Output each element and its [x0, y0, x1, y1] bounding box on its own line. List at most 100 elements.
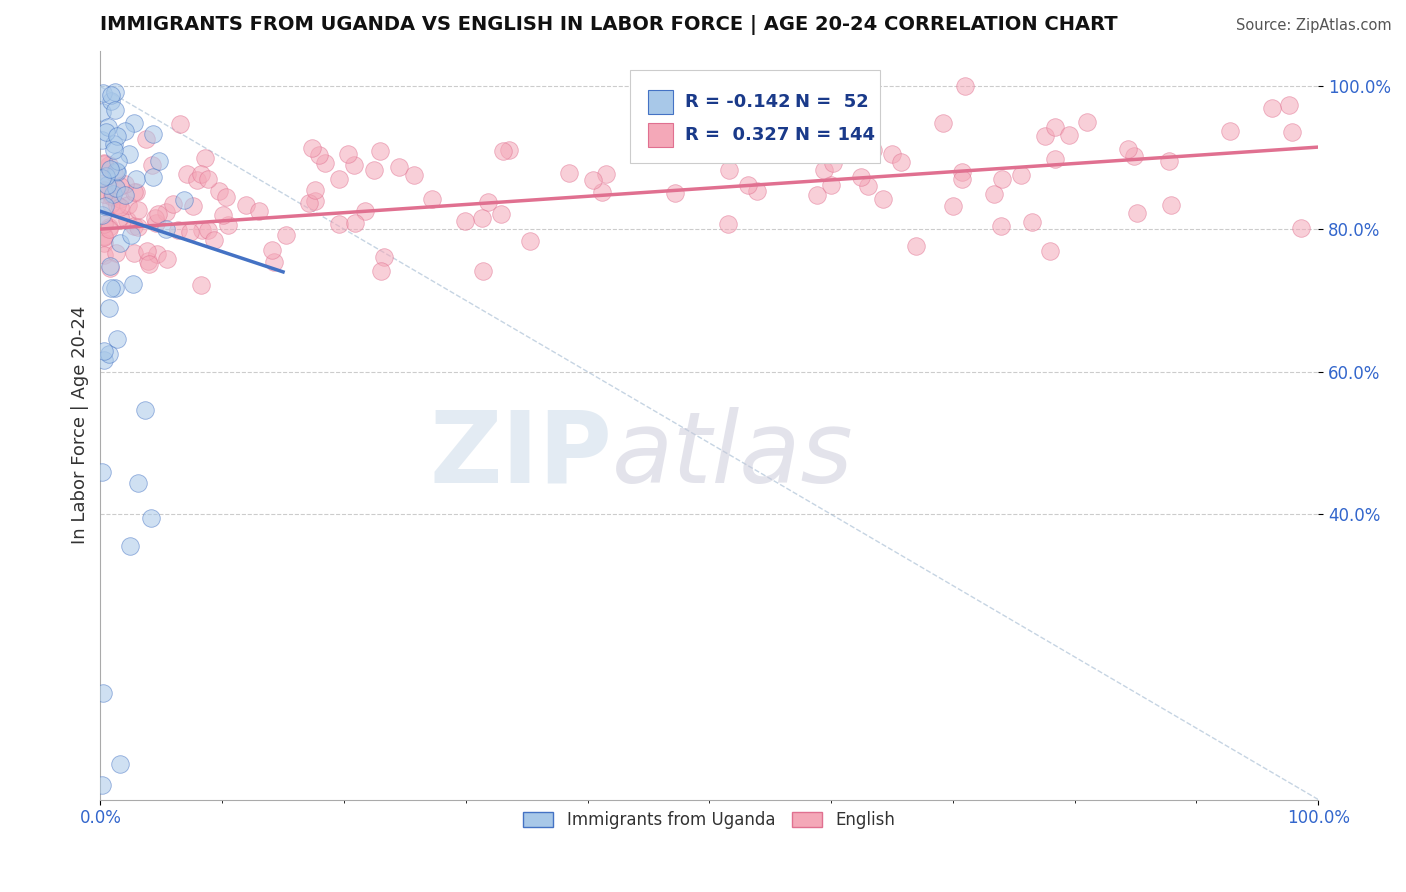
- FancyBboxPatch shape: [648, 90, 673, 113]
- Point: [858, 179, 880, 194]
- Point: [1033, 129, 1056, 144]
- Text: R = -0.142: R = -0.142: [685, 93, 790, 111]
- Point: [117, 198, 139, 212]
- Point: [114, 177, 136, 191]
- Point: [737, 178, 759, 192]
- Point: [190, 278, 212, 293]
- Point: [181, 199, 204, 213]
- Point: [717, 218, 740, 232]
- Point: [100, 189, 122, 203]
- Point: [135, 244, 157, 259]
- Point: [142, 127, 165, 141]
- Point: [105, 332, 128, 346]
- Point: [1122, 148, 1144, 162]
- Point: [1159, 153, 1181, 168]
- Point: [197, 223, 219, 237]
- Point: [558, 166, 581, 180]
- Point: [90, 778, 112, 792]
- Point: [595, 167, 617, 181]
- Point: [105, 198, 128, 212]
- Point: [114, 123, 136, 137]
- Point: [108, 756, 131, 771]
- Legend: Immigrants from Uganda, English: Immigrants from Uganda, English: [517, 805, 901, 836]
- Point: [745, 184, 768, 198]
- Point: [179, 225, 201, 239]
- Point: [839, 135, 862, 149]
- Point: [122, 277, 145, 291]
- Point: [155, 204, 177, 219]
- Point: [208, 184, 231, 198]
- Point: [93, 235, 115, 250]
- Point: [276, 227, 298, 242]
- Point: [105, 129, 128, 144]
- Point: [98, 259, 121, 273]
- Point: [93, 229, 115, 244]
- Point: [344, 216, 367, 230]
- Point: [953, 79, 976, 94]
- Point: [1043, 120, 1066, 134]
- Text: N =  52: N = 52: [794, 93, 869, 111]
- Point: [162, 196, 184, 211]
- Point: [93, 87, 115, 101]
- Point: [127, 203, 149, 218]
- Text: IMMIGRANTS FROM UGANDA VS ENGLISH IN LABOR FORCE | AGE 20-24 CORRELATION CHART: IMMIGRANTS FROM UGANDA VS ENGLISH IN LAB…: [100, 15, 1118, 35]
- Point: [197, 172, 219, 186]
- Point: [90, 171, 112, 186]
- Point: [328, 217, 350, 231]
- Point: [1039, 244, 1062, 259]
- Point: [124, 246, 146, 260]
- Point: [1118, 142, 1140, 156]
- Point: [186, 173, 208, 187]
- Point: [97, 219, 120, 234]
- Point: [1261, 101, 1284, 115]
- Point: [104, 181, 127, 195]
- Point: [472, 264, 495, 278]
- Point: [194, 151, 217, 165]
- Point: [471, 211, 494, 225]
- Text: R =  0.327: R = 0.327: [685, 126, 789, 144]
- Point: [104, 164, 127, 178]
- Point: [420, 192, 443, 206]
- Point: [120, 227, 142, 242]
- Point: [1219, 124, 1241, 138]
- Point: [91, 133, 114, 147]
- Point: [262, 244, 284, 258]
- Point: [94, 199, 117, 213]
- Point: [98, 222, 121, 236]
- Text: atlas: atlas: [612, 407, 853, 504]
- Point: [298, 195, 321, 210]
- Point: [94, 169, 117, 184]
- Point: [134, 403, 156, 417]
- Point: [93, 248, 115, 262]
- Point: [217, 218, 239, 232]
- Point: [117, 213, 139, 227]
- Point: [872, 192, 894, 206]
- Point: [373, 250, 395, 264]
- Point: [1281, 125, 1303, 139]
- Point: [93, 344, 115, 359]
- Point: [98, 260, 121, 275]
- Point: [141, 158, 163, 172]
- Point: [98, 346, 121, 360]
- Point: [125, 171, 148, 186]
- Point: [235, 198, 257, 212]
- Point: [91, 685, 114, 699]
- Point: [176, 167, 198, 181]
- Point: [98, 162, 121, 177]
- Point: [477, 194, 499, 209]
- Point: [110, 192, 132, 206]
- Point: [354, 204, 377, 219]
- Point: [905, 239, 928, 253]
- Point: [1010, 168, 1032, 182]
- Point: [191, 223, 214, 237]
- Point: [114, 188, 136, 202]
- Point: [145, 216, 167, 230]
- Point: [519, 234, 541, 248]
- Point: [328, 172, 350, 186]
- Point: [1043, 152, 1066, 166]
- Point: [141, 510, 163, 524]
- Point: [143, 211, 166, 226]
- Y-axis label: In Labor Force | Age 20-24: In Labor Force | Age 20-24: [72, 306, 89, 544]
- Point: [105, 165, 128, 179]
- Point: [820, 178, 842, 192]
